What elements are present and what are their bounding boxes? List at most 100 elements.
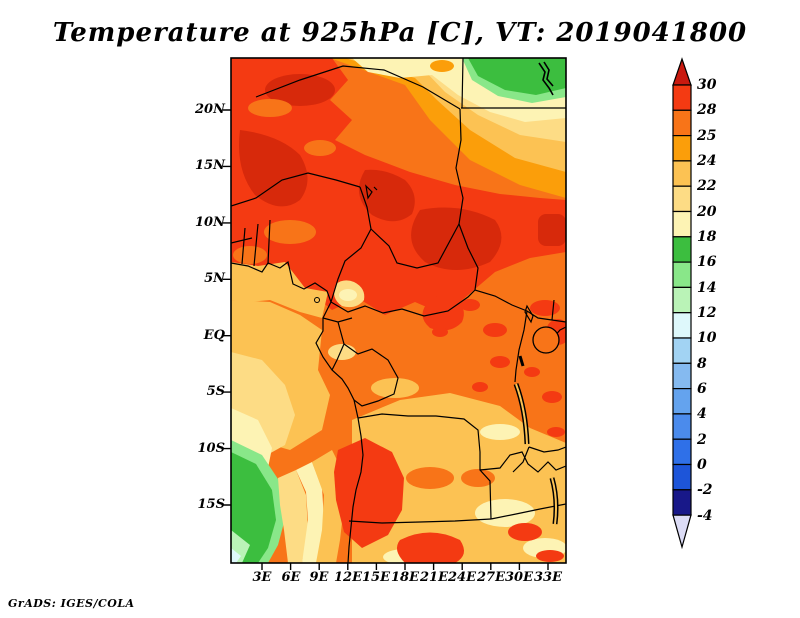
field-south-cream [475, 499, 535, 527]
colorbar-segment [672, 109, 692, 137]
field-cameroon-pale [339, 289, 357, 301]
colorbar-label-8: 8 [697, 355, 707, 372]
axis-ticks [223, 109, 549, 570]
colorbar-segment [672, 84, 692, 111]
west-africa-borders [231, 219, 271, 267]
field-south-red [396, 532, 464, 563]
field-benguela-16-18 [231, 452, 276, 563]
colorbar-segment [672, 388, 692, 415]
x-axis-label-15e: 15E [362, 570, 390, 585]
colorbar-segment [672, 312, 692, 339]
car-drc-border [330, 289, 566, 323]
congo-drc-border [343, 343, 399, 407]
colorbar-label-25: 25 [697, 127, 717, 144]
lake-tanganyika-water [515, 383, 528, 445]
colorbar-segment [672, 413, 692, 440]
lake-victoria [532, 326, 560, 354]
y-axis-label-15s: 15S [197, 497, 225, 512]
field-core-west [239, 130, 308, 207]
sahara-borders [255, 65, 461, 110]
chad-car-border [370, 223, 460, 269]
field-east-red-patch [422, 295, 464, 331]
red-sea-coast [538, 61, 554, 96]
colorbar-segment [672, 463, 692, 491]
field-speckle [530, 300, 560, 316]
x-axis-label-9e: 9E [309, 570, 329, 585]
colorbar-label-16: 16 [697, 254, 717, 271]
x-axis-label-27e: 27E [477, 570, 505, 585]
colorbar [672, 57, 692, 550]
colorbar-segment [672, 185, 692, 213]
x-axis-label-3e: 3E [252, 570, 272, 585]
y-axis-label-5n: 5N [204, 271, 225, 286]
coastline [231, 260, 364, 563]
angola-north-east-border [357, 413, 492, 520]
nigeria-east-border [330, 186, 372, 303]
colorbar-segment [672, 286, 692, 314]
egypt-sudan-border [461, 58, 566, 109]
y-axis-label-5s: 5S [206, 384, 225, 399]
field-angola-offshore-cream [296, 462, 324, 563]
field-mottle [248, 99, 292, 117]
zambia-south-border [490, 503, 566, 520]
colorbar-label-m4: -4 [697, 507, 713, 524]
field-speckle [542, 391, 562, 403]
field-south-cream [480, 424, 520, 440]
country-borders [231, 58, 566, 563]
field-guinea-coast-22-24 [231, 262, 328, 318]
y-axis-label-15n: 15N [195, 158, 225, 173]
field-speckle [483, 323, 507, 337]
colorbar-label-m2: -2 [697, 482, 713, 499]
x-axis-label-21e: 21E [420, 570, 448, 585]
map-frame [230, 57, 567, 564]
field-speckle [472, 382, 488, 392]
y-axis-label-eq: EQ [203, 328, 225, 343]
colorbar-label-4: 4 [697, 406, 707, 423]
field-benguela-10-12 [231, 548, 241, 563]
field-mottle [264, 220, 316, 244]
field-angola-offshore-gold [278, 470, 308, 563]
colorbar-segment [672, 362, 692, 390]
colorbar-bottom-arrow [672, 514, 692, 550]
x-axis-label-6e: 6E [281, 570, 301, 585]
y-axis-label-10n: 10N [195, 215, 225, 230]
x-axis-label-12e: 12E [334, 570, 362, 585]
uganda-kenya-border [551, 299, 555, 321]
field-mottle [233, 246, 267, 264]
y-axis-label-20n: 20N [195, 102, 225, 117]
colorbar-label-2: 2 [697, 431, 707, 448]
field-ne-orange-patch [430, 60, 454, 72]
lake-malawi-water [551, 477, 557, 525]
field-south-orange [461, 469, 495, 487]
colorbar-segment [672, 210, 692, 238]
colorbar-segment [672, 236, 692, 263]
y-axis-label-10s: 10S [197, 441, 225, 456]
x-axis-label-30e: 30E [505, 570, 533, 585]
field-south-red [508, 523, 542, 541]
field-speckle [547, 427, 565, 437]
colorbar-segment [672, 160, 692, 187]
colorbar-label-20: 20 [697, 203, 717, 220]
field-south-red [536, 550, 564, 562]
chad-sudan-border [455, 108, 479, 291]
angola-south-border [348, 518, 492, 524]
lake-chad [365, 184, 378, 200]
colorbar-label-18: 18 [697, 229, 717, 245]
colorbar-label-6: 6 [697, 381, 707, 397]
colorbar-segment [672, 438, 692, 466]
colorbar-segment [672, 261, 692, 289]
plot-title: Temperature at 925hPa [C], VT: 201904180… [52, 18, 748, 48]
x-axis-label-24e: 24E [448, 570, 476, 585]
field-speckle [490, 356, 510, 368]
x-axis-label-33e: 33E [534, 570, 562, 585]
x-axis-ticks [261, 563, 549, 570]
colorbar-top-arrow [672, 57, 692, 86]
colorbar-label-28: 28 [697, 102, 717, 119]
field-core-east [538, 214, 566, 246]
field-mottle [304, 140, 336, 156]
colorbar-segment [672, 489, 692, 516]
field-speckle [432, 327, 448, 337]
field-speckle [524, 367, 540, 377]
colorbar-label-22: 22 [697, 178, 717, 195]
niger-nigeria-border [231, 172, 361, 207]
